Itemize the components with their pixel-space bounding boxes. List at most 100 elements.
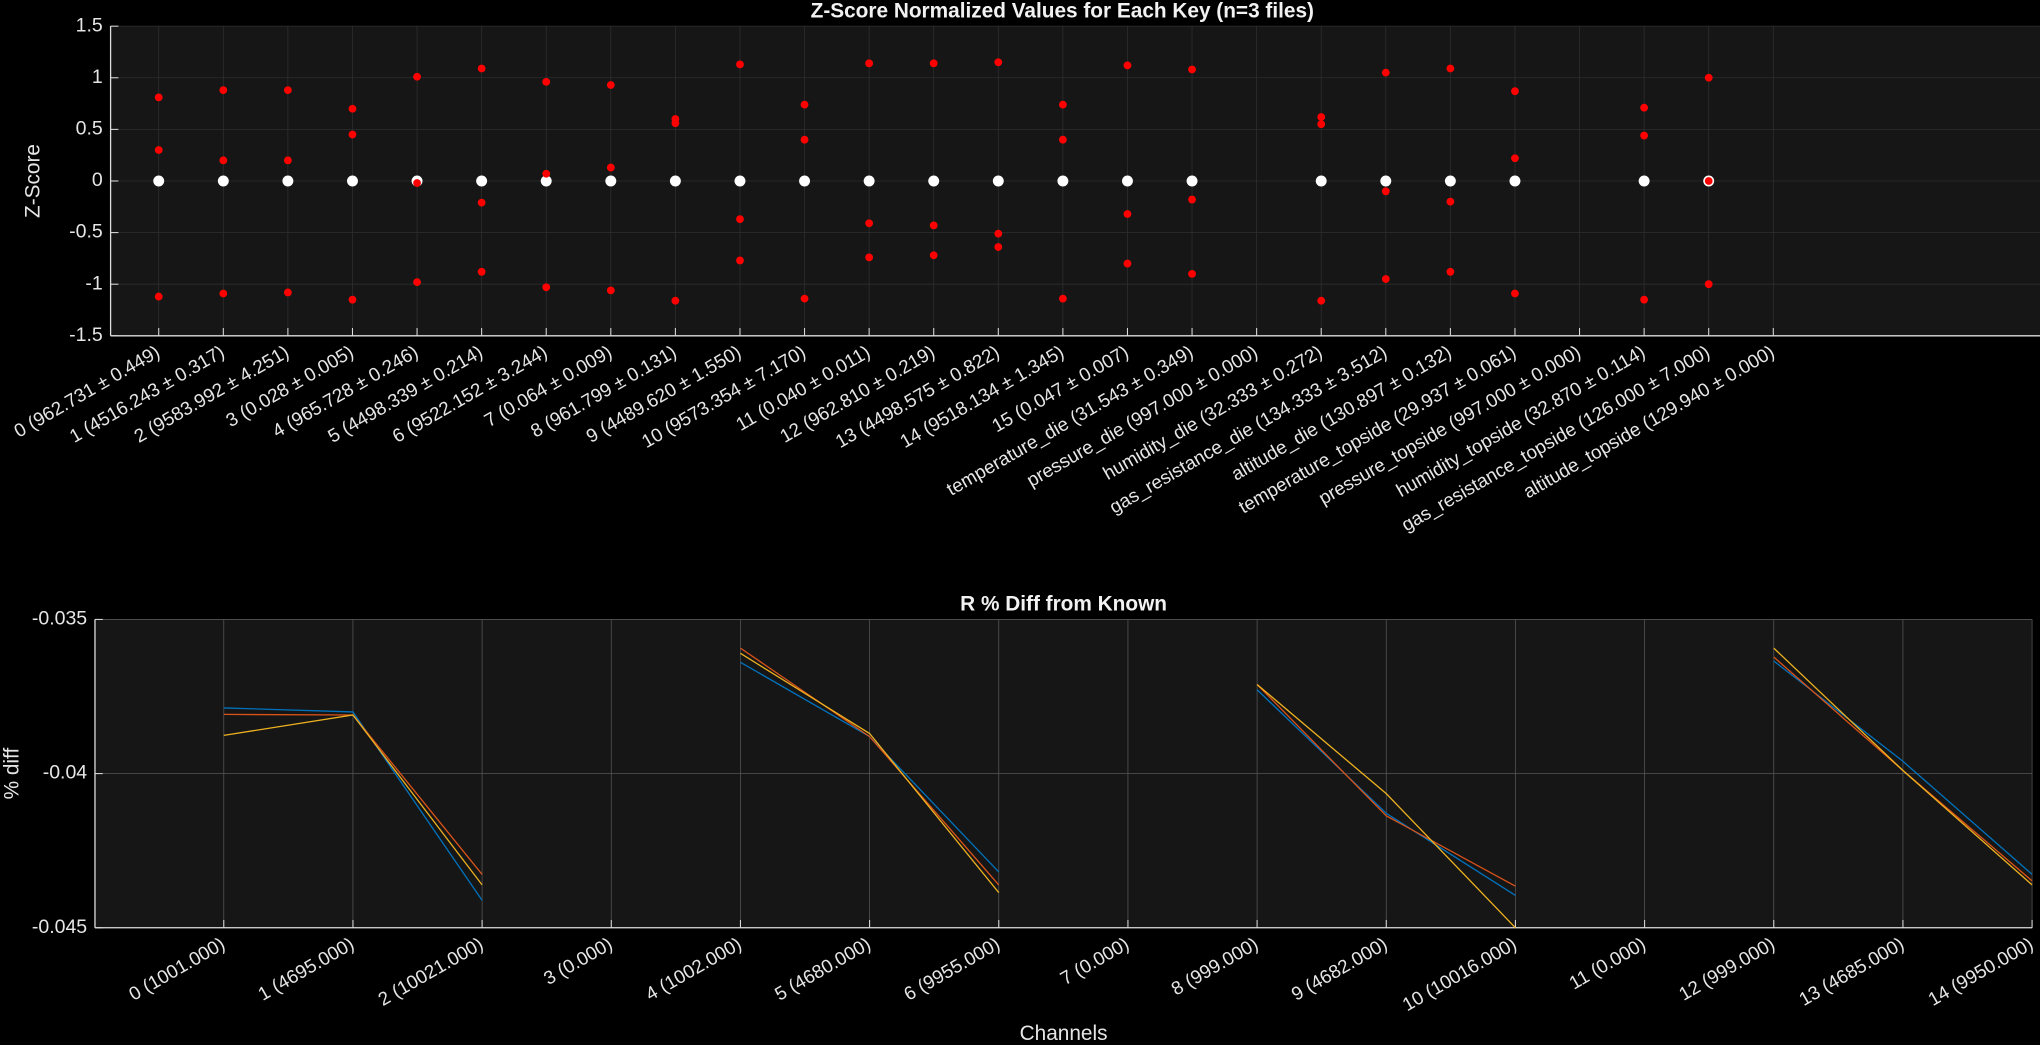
- point: [477, 267, 486, 276]
- y-tick-label: -0.035: [32, 608, 87, 630]
- point: [1704, 280, 1713, 289]
- y-axis-label: % diff: [1, 748, 24, 800]
- point: [994, 243, 1003, 251]
- point: [154, 292, 163, 301]
- point: [1381, 68, 1390, 77]
- y-tick-label: 1: [92, 66, 103, 88]
- point: [219, 156, 228, 165]
- point: [413, 179, 421, 187]
- y-tick-label: 1.5: [76, 14, 103, 36]
- chart-title: Z-Score Normalized Values for Each Key (…: [811, 0, 1314, 22]
- point: [671, 119, 680, 128]
- point: [865, 219, 874, 228]
- chart-title: R % Diff from Known: [960, 593, 1167, 616]
- point: [1186, 175, 1198, 187]
- point: [1511, 87, 1519, 96]
- point: [1511, 154, 1519, 163]
- point: [542, 77, 551, 86]
- point: [1511, 289, 1519, 298]
- point: [540, 175, 552, 187]
- point: [1640, 295, 1649, 304]
- point: [929, 221, 938, 230]
- point: [992, 175, 1004, 187]
- point: [1317, 296, 1326, 305]
- point: [994, 58, 1003, 67]
- point: [1704, 73, 1713, 82]
- point: [413, 278, 421, 287]
- point: [800, 294, 809, 303]
- point: [1123, 61, 1132, 70]
- point: [1444, 175, 1456, 187]
- point: [863, 175, 875, 187]
- point: [736, 256, 744, 265]
- point: [1058, 294, 1067, 303]
- point: [1058, 100, 1067, 109]
- point: [154, 146, 163, 154]
- point: [477, 198, 486, 207]
- point: [1446, 197, 1455, 206]
- point: [348, 130, 357, 139]
- point: [1188, 269, 1196, 278]
- point: [865, 59, 874, 68]
- point: [217, 175, 229, 187]
- point: [1315, 175, 1327, 187]
- point: [1380, 175, 1392, 187]
- point: [348, 104, 357, 113]
- point: [1058, 135, 1067, 144]
- point: [800, 100, 809, 109]
- point: [799, 175, 811, 187]
- point: [283, 156, 292, 165]
- point: [1446, 267, 1455, 276]
- y-tick-label: -0.045: [32, 916, 87, 938]
- point: [929, 59, 938, 68]
- point: [1704, 177, 1713, 185]
- point: [219, 289, 228, 298]
- point: [348, 295, 357, 304]
- point: [542, 169, 551, 178]
- point: [1509, 175, 1521, 187]
- point: [1317, 120, 1326, 129]
- point: [605, 175, 617, 187]
- point: [669, 175, 681, 187]
- point: [282, 175, 294, 187]
- y-tick-label: -1: [85, 272, 102, 294]
- point: [736, 60, 744, 69]
- point: [153, 175, 165, 187]
- point: [476, 175, 488, 187]
- y-tick-label: 0.5: [76, 118, 103, 140]
- series-line: [223, 647, 2033, 929]
- y-axis-label: Z-Score: [21, 144, 44, 218]
- point: [800, 135, 809, 144]
- point: [865, 253, 874, 262]
- point: [606, 163, 615, 172]
- point: [994, 229, 1003, 238]
- point: [1122, 175, 1133, 187]
- point: [1381, 275, 1390, 283]
- point: [1640, 131, 1649, 140]
- point: [413, 72, 421, 81]
- point: [736, 215, 744, 224]
- point: [606, 286, 615, 295]
- y-tick-label: -1.5: [69, 324, 103, 346]
- point: [1123, 259, 1132, 268]
- point: [542, 283, 551, 292]
- y-tick-label: -0.04: [43, 762, 88, 784]
- point: [1057, 175, 1069, 187]
- point: [928, 175, 940, 187]
- point: [1317, 113, 1326, 121]
- point: [283, 86, 292, 95]
- point: [1381, 187, 1390, 196]
- y-tick-label: -0.5: [69, 221, 103, 243]
- point: [1123, 210, 1132, 218]
- point: [734, 175, 746, 187]
- point: [1638, 175, 1650, 187]
- point: [671, 296, 680, 305]
- y-tick-label: 0: [92, 169, 103, 191]
- point: [929, 251, 938, 260]
- point: [1188, 65, 1196, 74]
- point: [154, 93, 163, 102]
- point: [283, 288, 292, 297]
- point: [1640, 103, 1649, 112]
